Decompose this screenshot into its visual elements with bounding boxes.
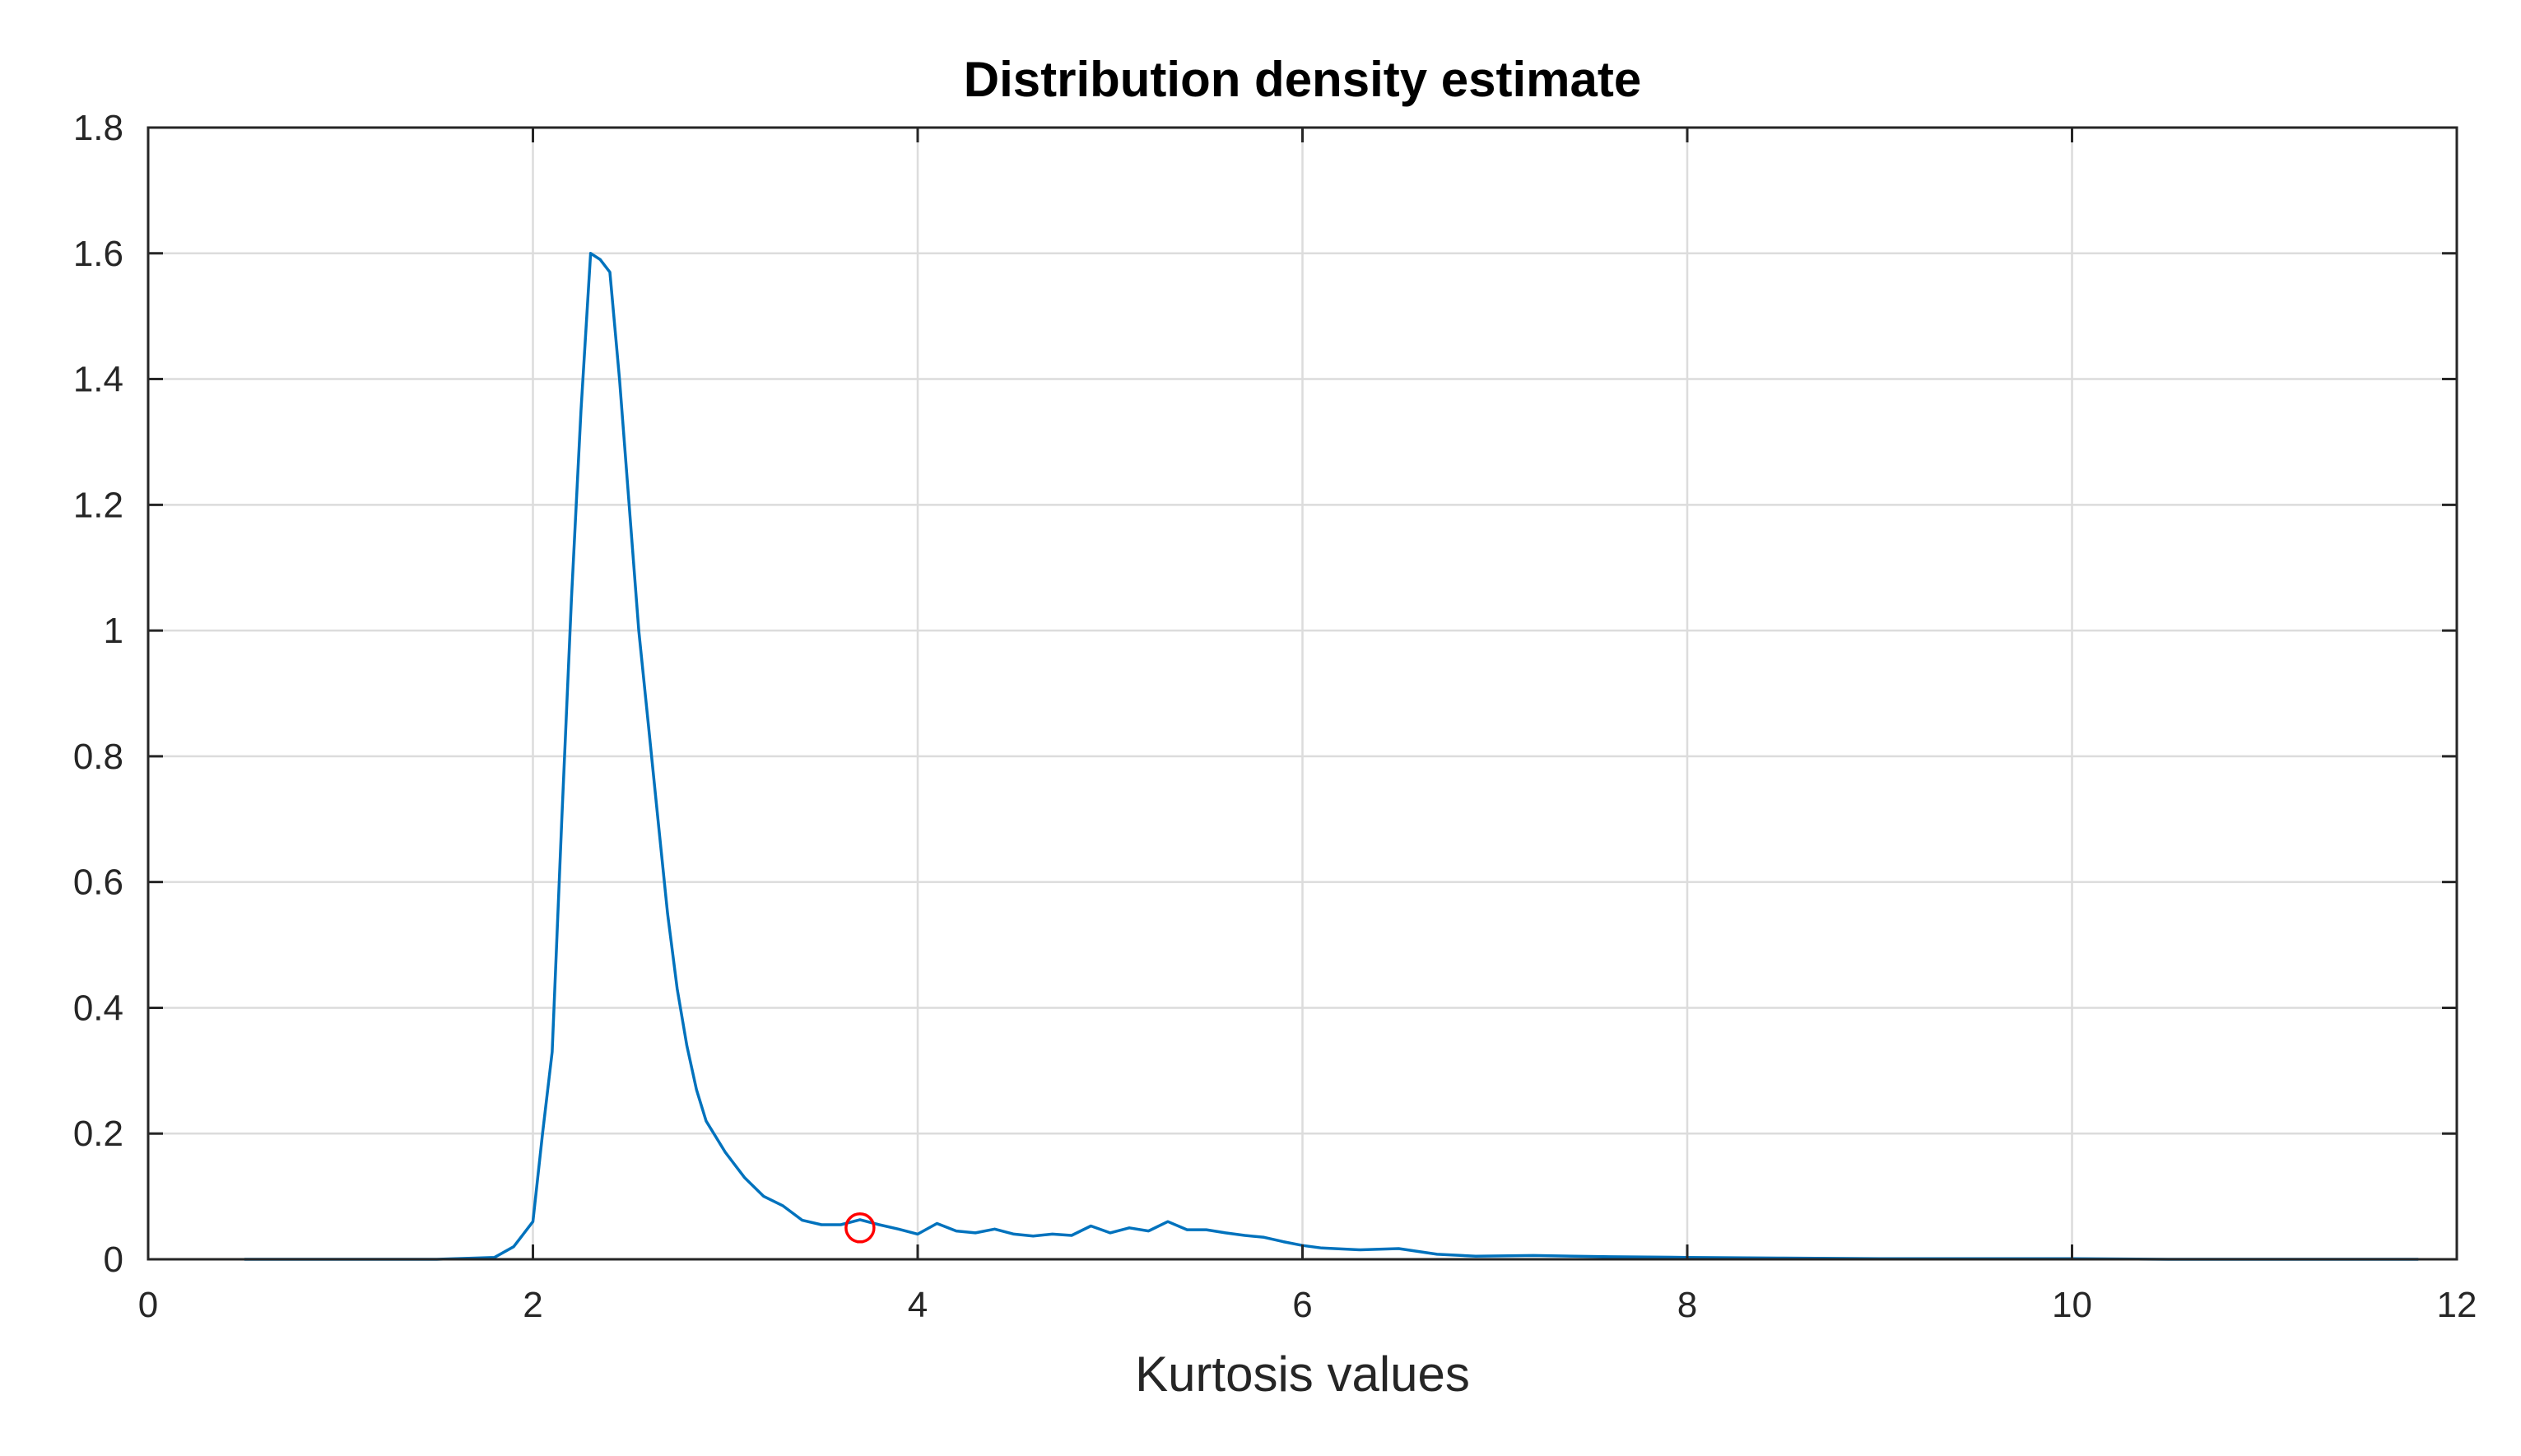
y-tick-label: 0.8 — [73, 737, 123, 777]
x-tick-label: 12 — [2437, 1285, 2477, 1325]
chart-title: Distribution density estimate — [964, 52, 1641, 107]
y-tick-label: 1.8 — [73, 108, 123, 148]
x-axis-title: Kurtosis values — [1135, 1347, 1470, 1402]
grid-lines — [148, 128, 2457, 1259]
y-tick-label: 0 — [104, 1240, 123, 1280]
y-tick-labels: 0 0.2 0.4 0.6 0.8 1 1.2 1.4 1.6 1.8 — [73, 108, 123, 1280]
x-tick-label: 6 — [1292, 1285, 1312, 1325]
x-tick-label: 2 — [523, 1285, 542, 1325]
highlight-marker — [844, 1212, 876, 1244]
x-tick-label: 10 — [2052, 1285, 2092, 1325]
series-layer — [244, 252, 2419, 1261]
density-line — [244, 252, 2419, 1261]
x-tick-label: 8 — [1677, 1285, 1697, 1325]
x-tick-labels: 0 2 4 6 8 10 12 — [138, 1285, 2477, 1325]
y-tick-label: 0.4 — [73, 988, 123, 1028]
y-tick-label: 1.4 — [73, 360, 123, 400]
y-tick-label: 1.2 — [73, 485, 123, 525]
y-tick-label: 0.2 — [73, 1114, 123, 1154]
x-tick-label: 0 — [138, 1285, 158, 1325]
y-tick-label: 1 — [104, 611, 123, 651]
y-tick-label: 0.6 — [73, 863, 123, 903]
y-tick-label: 1.6 — [73, 234, 123, 274]
tick-marks — [147, 126, 2458, 1261]
marker-layer — [844, 1212, 876, 1244]
x-tick-label: 4 — [908, 1285, 928, 1325]
